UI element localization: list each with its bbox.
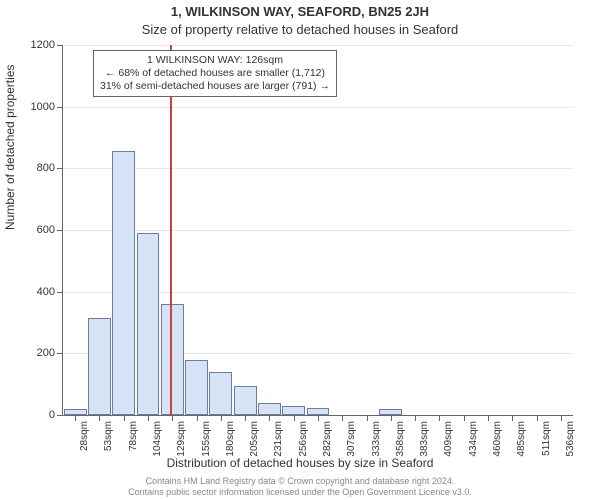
marker-line	[170, 45, 172, 415]
footer-text: Contains HM Land Registry data © Crown c…	[0, 476, 600, 498]
x-tick	[221, 415, 222, 421]
info-box: 1 WILKINSON WAY: 126sqm← 68% of detached…	[93, 50, 337, 97]
x-tick-label: 104sqm	[152, 421, 163, 457]
x-tick	[245, 415, 246, 421]
histogram-bar	[112, 151, 135, 415]
y-tick	[57, 107, 63, 108]
x-tick	[488, 415, 489, 421]
x-tick	[561, 415, 562, 421]
histogram-bar	[307, 408, 330, 415]
grid-line	[63, 168, 573, 169]
histogram-bar	[161, 304, 184, 415]
y-tick-label: 800	[37, 162, 55, 174]
y-tick-label: 600	[37, 224, 55, 236]
info-box-line: ← 68% of detached houses are smaller (1,…	[100, 67, 330, 80]
y-tick	[57, 415, 63, 416]
y-tick	[57, 230, 63, 231]
footer-line-2: Contains public sector information licen…	[0, 487, 600, 498]
y-tick-label: 1200	[31, 39, 55, 51]
x-tick	[318, 415, 319, 421]
y-tick-label: 1000	[31, 101, 55, 113]
x-tick	[172, 415, 173, 421]
y-tick-label: 400	[37, 286, 55, 298]
x-tick	[342, 415, 343, 421]
histogram-bar	[379, 409, 402, 415]
histogram-bar	[209, 372, 232, 415]
x-tick	[367, 415, 368, 421]
x-tick-label: 333sqm	[371, 421, 382, 457]
x-tick-label: 256sqm	[298, 421, 309, 457]
x-tick-label: 129sqm	[176, 421, 187, 457]
x-tick	[75, 415, 76, 421]
chart-title-sub: Size of property relative to detached ho…	[0, 22, 600, 37]
x-tick-label: 28sqm	[79, 421, 90, 451]
grid-line	[63, 230, 573, 231]
y-tick	[57, 353, 63, 354]
x-tick	[197, 415, 198, 421]
x-tick-label: 307sqm	[346, 421, 357, 457]
x-tick	[391, 415, 392, 421]
x-tick	[99, 415, 100, 421]
x-tick-label: 282sqm	[322, 421, 333, 457]
x-tick-label: 205sqm	[249, 421, 260, 457]
x-tick-label: 231sqm	[273, 421, 284, 457]
x-tick-label: 78sqm	[128, 421, 139, 451]
x-tick	[512, 415, 513, 421]
histogram-bar	[64, 409, 87, 415]
histogram-bar	[282, 406, 305, 415]
info-box-line: 1 WILKINSON WAY: 126sqm	[100, 54, 330, 67]
chart-title-main: 1, WILKINSON WAY, SEAFORD, BN25 2JH	[0, 4, 600, 19]
histogram-bar	[185, 360, 208, 416]
y-tick-label: 200	[37, 347, 55, 359]
x-tick	[415, 415, 416, 421]
plot-area: 02004006008001000120028sqm53sqm78sqm104s…	[62, 45, 573, 416]
x-tick-label: 460sqm	[492, 421, 503, 457]
chart-container: 1, WILKINSON WAY, SEAFORD, BN25 2JH Size…	[0, 0, 600, 500]
x-tick-label: 358sqm	[395, 421, 406, 457]
x-tick-label: 511sqm	[541, 421, 552, 456]
grid-line	[63, 107, 573, 108]
x-tick-label: 536sqm	[565, 421, 576, 457]
y-tick	[57, 45, 63, 46]
histogram-bar	[88, 318, 111, 415]
x-axis-title: Distribution of detached houses by size …	[0, 456, 600, 470]
x-tick-label: 155sqm	[201, 421, 212, 457]
x-tick	[124, 415, 125, 421]
x-tick-label: 434sqm	[468, 421, 479, 457]
x-tick	[439, 415, 440, 421]
y-tick-label: 0	[49, 409, 55, 421]
x-tick-label: 485sqm	[516, 421, 527, 457]
x-tick	[269, 415, 270, 421]
grid-line	[63, 45, 573, 46]
histogram-bar	[258, 403, 281, 415]
x-tick	[464, 415, 465, 421]
x-tick-label: 53sqm	[103, 421, 114, 451]
histogram-bar	[137, 233, 160, 415]
x-tick	[537, 415, 538, 421]
x-tick-label: 180sqm	[225, 421, 236, 457]
info-box-line: 31% of semi-detached houses are larger (…	[100, 80, 330, 93]
x-tick	[148, 415, 149, 421]
y-tick	[57, 292, 63, 293]
footer-line-1: Contains HM Land Registry data © Crown c…	[0, 476, 600, 487]
x-tick-label: 409sqm	[443, 421, 454, 457]
y-axis-title: Number of detached properties	[3, 65, 17, 230]
x-tick	[294, 415, 295, 421]
histogram-bar	[234, 386, 257, 415]
y-tick	[57, 168, 63, 169]
x-tick-label: 383sqm	[419, 421, 430, 457]
